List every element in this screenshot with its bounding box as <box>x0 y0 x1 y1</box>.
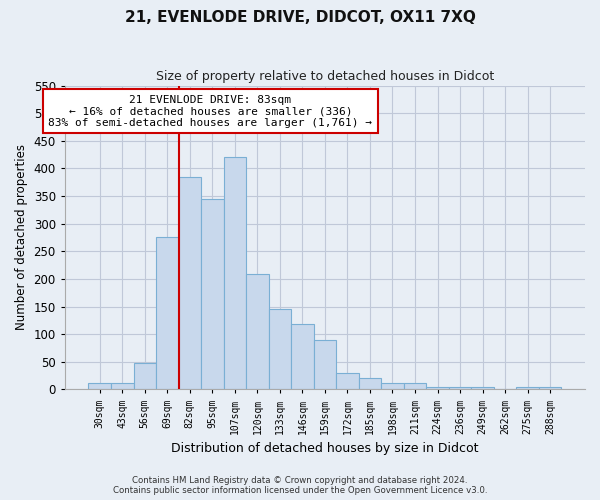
Bar <box>359 378 381 390</box>
Y-axis label: Number of detached properties: Number of detached properties <box>15 144 28 330</box>
Bar <box>539 386 562 390</box>
Bar <box>134 363 156 390</box>
Title: Size of property relative to detached houses in Didcot: Size of property relative to detached ho… <box>156 70 494 83</box>
Bar <box>314 340 336 390</box>
Bar <box>336 373 359 390</box>
Bar <box>201 199 224 390</box>
Bar <box>179 176 201 390</box>
Bar <box>404 383 426 390</box>
Bar <box>449 386 471 390</box>
Bar <box>156 238 179 390</box>
Text: 21 EVENLODE DRIVE: 83sqm
← 16% of detached houses are smaller (336)
83% of semi-: 21 EVENLODE DRIVE: 83sqm ← 16% of detach… <box>49 94 373 128</box>
Text: Contains HM Land Registry data © Crown copyright and database right 2024.
Contai: Contains HM Land Registry data © Crown c… <box>113 476 487 495</box>
Bar <box>246 274 269 390</box>
Bar <box>269 310 291 390</box>
Bar <box>471 386 494 390</box>
X-axis label: Distribution of detached houses by size in Didcot: Distribution of detached houses by size … <box>171 442 479 455</box>
Bar <box>517 386 539 390</box>
Bar <box>224 158 246 390</box>
Text: 21, EVENLODE DRIVE, DIDCOT, OX11 7XQ: 21, EVENLODE DRIVE, DIDCOT, OX11 7XQ <box>125 10 475 25</box>
Bar <box>426 386 449 390</box>
Bar <box>381 383 404 390</box>
Bar <box>88 383 111 390</box>
Bar <box>111 383 134 390</box>
Bar <box>291 324 314 390</box>
